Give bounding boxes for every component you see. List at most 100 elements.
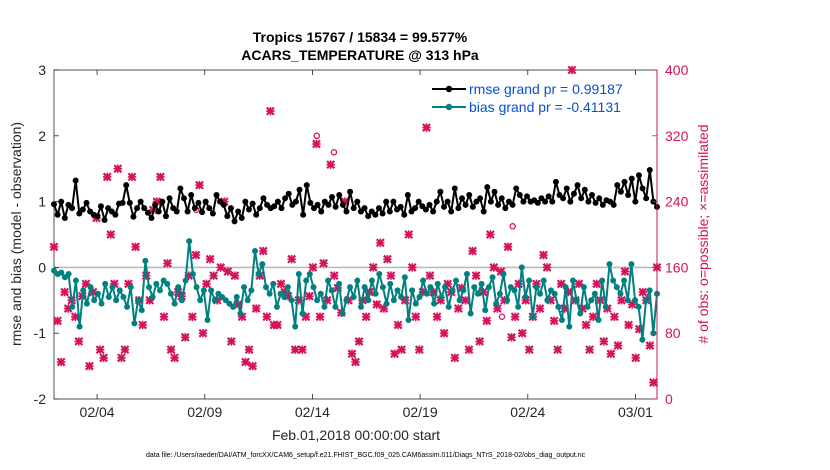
bias-point bbox=[445, 303, 452, 310]
rmse-point bbox=[426, 201, 433, 208]
bias-point bbox=[146, 284, 153, 291]
obs-assimilated-point bbox=[202, 279, 211, 289]
bias-point bbox=[325, 277, 332, 284]
obs-assimilated-point bbox=[138, 320, 148, 330]
rmse-point bbox=[437, 188, 444, 195]
bias-point bbox=[292, 323, 299, 330]
obs-assimilated-point bbox=[606, 349, 616, 359]
bias-point bbox=[555, 303, 562, 310]
obs-assimilated-point bbox=[631, 353, 641, 363]
bias-point bbox=[361, 284, 368, 291]
rmse-point bbox=[635, 172, 642, 179]
bias-point bbox=[379, 284, 386, 291]
bias-point bbox=[632, 297, 639, 304]
rmse-point bbox=[307, 199, 314, 206]
rmse-point bbox=[54, 211, 61, 218]
obs-assimilated-point bbox=[95, 345, 105, 355]
bias-point bbox=[442, 284, 449, 291]
rmse-point bbox=[130, 213, 137, 220]
rmse-point bbox=[141, 205, 148, 212]
obs-assimilated-point bbox=[539, 250, 548, 260]
rmse-point bbox=[466, 192, 473, 199]
bias-point bbox=[602, 303, 609, 310]
bias-point bbox=[306, 270, 313, 277]
obs-assimilated-point bbox=[411, 312, 421, 322]
obs-assimilated-point bbox=[223, 267, 233, 276]
y-left-axis-ticks: -2 -1 0 1 2 3 bbox=[34, 62, 59, 407]
obs-assimilated-point bbox=[592, 279, 602, 289]
y-left-tick-label: 1 bbox=[38, 194, 46, 210]
rmse-point bbox=[227, 205, 234, 212]
bias-point bbox=[273, 303, 280, 310]
bias-point bbox=[91, 297, 98, 304]
obs-assimilated-point bbox=[468, 246, 477, 256]
rmse-point bbox=[119, 199, 126, 206]
bias-point bbox=[259, 261, 266, 268]
obs-assimilated-point bbox=[450, 353, 460, 363]
obs-assimilated-point bbox=[645, 341, 655, 350]
bias-point bbox=[566, 323, 573, 330]
obs-assimilated-point bbox=[187, 312, 197, 322]
chart-subtitle: ACARS_TEMPERATURE @ 313 hPa bbox=[241, 47, 479, 63]
rmse-point bbox=[589, 192, 596, 199]
rmse-point bbox=[643, 195, 650, 202]
rmse-point bbox=[480, 208, 487, 215]
bias-point bbox=[295, 270, 302, 277]
rmse-point bbox=[632, 198, 639, 205]
rmse-point bbox=[245, 206, 252, 213]
rmse-point bbox=[159, 198, 166, 205]
bias-point bbox=[321, 303, 328, 310]
rmse-point bbox=[361, 205, 368, 212]
rmse-point bbox=[144, 209, 151, 216]
rmse-point bbox=[191, 205, 198, 212]
bias-point bbox=[580, 284, 587, 291]
rmse-point bbox=[433, 198, 440, 205]
rmse-point bbox=[249, 200, 256, 207]
bias-point bbox=[98, 300, 105, 307]
bias-point bbox=[420, 277, 427, 284]
obs-assimilated-point bbox=[163, 258, 172, 268]
bias-point bbox=[562, 284, 569, 291]
rmse-point bbox=[300, 211, 307, 218]
bias-point bbox=[544, 297, 551, 304]
bias-point bbox=[135, 297, 142, 304]
rmse-point bbox=[469, 203, 476, 210]
bias-point bbox=[646, 287, 653, 294]
y-right-axis-ticks: 0 80 160 240 320 400 bbox=[652, 62, 689, 407]
obs-assimilated-point bbox=[567, 65, 577, 75]
rmse-point bbox=[451, 185, 458, 192]
obs-assimilated-point bbox=[507, 332, 516, 342]
rmse-point bbox=[444, 198, 451, 205]
bias-point bbox=[284, 284, 291, 291]
obs-possible-point bbox=[498, 313, 506, 320]
obs-assimilated-point bbox=[290, 345, 300, 355]
bias-point bbox=[624, 297, 631, 304]
obs-assimilated-point bbox=[383, 254, 392, 264]
rmse-point bbox=[596, 195, 603, 202]
y-right-tick-label: 240 bbox=[665, 194, 689, 210]
rmse-point bbox=[404, 192, 411, 199]
obs-assimilated-point bbox=[226, 337, 236, 346]
obs-assimilated-point bbox=[510, 312, 520, 322]
obs-assimilated-point bbox=[422, 123, 431, 132]
rmse-point bbox=[206, 205, 213, 212]
obs-assimilated-point bbox=[649, 378, 658, 387]
obs-possible-point bbox=[313, 132, 320, 140]
rmse-point bbox=[621, 178, 628, 185]
rmse-point bbox=[61, 215, 68, 222]
obs-assimilated-point bbox=[56, 357, 66, 367]
bias-point bbox=[515, 303, 522, 310]
bias-point bbox=[124, 303, 131, 310]
bias-point bbox=[270, 280, 277, 287]
obs-assimilated-point bbox=[620, 267, 630, 276]
obs-assimilated-point bbox=[372, 300, 382, 309]
rmse-point bbox=[235, 208, 242, 215]
rmse-point bbox=[213, 192, 220, 199]
rmse-point bbox=[162, 213, 169, 220]
obs-assimilated-point bbox=[265, 106, 275, 116]
rmse-point bbox=[137, 198, 144, 205]
obs-assimilated-point bbox=[166, 345, 176, 355]
bias-point bbox=[120, 294, 127, 301]
obs-assimilated-point bbox=[461, 295, 470, 305]
rmse-point bbox=[412, 205, 419, 212]
